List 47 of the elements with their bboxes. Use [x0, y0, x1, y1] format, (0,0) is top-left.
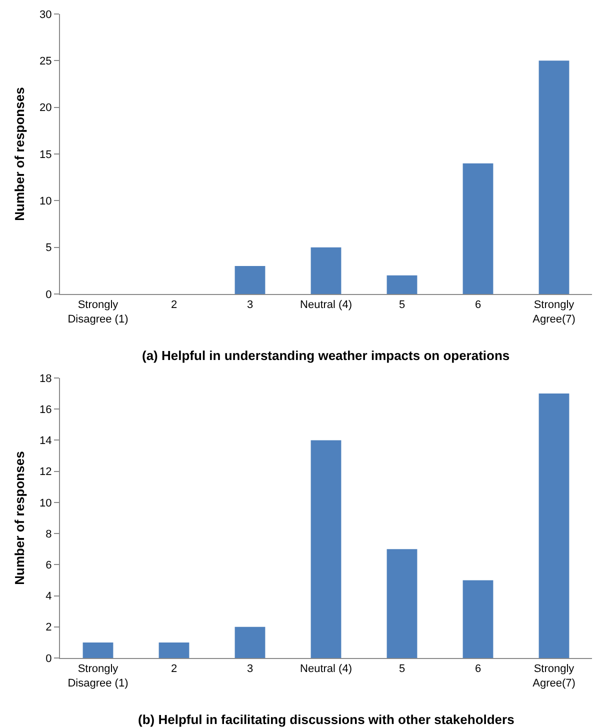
y-tick-label: 4 — [46, 590, 52, 603]
bar — [234, 626, 266, 658]
x-tick-label: 6 — [474, 299, 482, 312]
x-tick-label: 2 — [170, 663, 178, 676]
x-tick-label: Strongly Agree(7) — [532, 663, 576, 690]
x-tick-label: Neutral (4) — [300, 299, 352, 312]
y-tick-label: 2 — [46, 622, 52, 634]
x-tick-label: 5 — [398, 299, 406, 312]
y-axis-title: Number of responses — [12, 87, 27, 221]
y-axis-title: Number of responses — [12, 451, 27, 585]
bar — [538, 394, 570, 658]
bar — [234, 266, 266, 294]
y-tick-label: 0 — [46, 288, 52, 301]
y-tick-label: 18 — [40, 372, 52, 385]
y-tick-label: 10 — [40, 497, 52, 510]
bar — [158, 642, 190, 658]
bar — [538, 60, 570, 294]
x-tick-label: 5 — [398, 663, 406, 676]
x-tick-label: 6 — [474, 663, 482, 676]
bar — [82, 642, 114, 658]
bar — [310, 440, 342, 658]
x-tick-label: 3 — [246, 663, 254, 676]
y-tick-label: 30 — [40, 8, 52, 21]
bar — [462, 163, 494, 294]
y-tick-label: 15 — [40, 148, 52, 161]
y-tick-label: 10 — [40, 196, 52, 208]
y-tick-label: 5 — [46, 242, 52, 254]
y-tick-label: 12 — [40, 466, 52, 478]
x-tick-label: Strongly Disagree (1) — [68, 299, 128, 326]
y-tick-label: 25 — [40, 56, 52, 68]
y-tick-label: 8 — [46, 528, 52, 540]
x-tick-label: Strongly Agree(7) — [532, 299, 576, 326]
text: (a) Helpful in understanding weather impacts on operations — [142, 348, 510, 363]
x-tick-label: 2 — [170, 299, 178, 312]
bar — [386, 549, 418, 658]
text: (b) Helpful in facilitating discussions with other stakeholders — [138, 712, 514, 727]
bar — [310, 247, 342, 294]
y-tick-label: 20 — [40, 102, 52, 114]
y-tick-label: 0 — [46, 652, 52, 665]
x-tick-label: Neutral (4) — [300, 663, 352, 676]
x-tick-label: 3 — [246, 299, 254, 312]
bar — [386, 275, 418, 294]
y-tick-label: 6 — [46, 560, 52, 572]
y-tick-label: 16 — [40, 404, 52, 416]
x-tick-label: Strongly Disagree (1) — [68, 663, 128, 690]
bar — [462, 580, 494, 658]
y-tick-label: 14 — [40, 435, 52, 448]
